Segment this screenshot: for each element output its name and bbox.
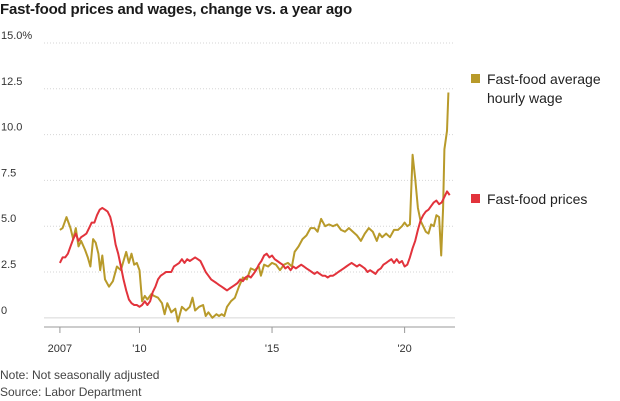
legend-swatch xyxy=(471,194,480,203)
y-tick-label: 0 xyxy=(1,305,7,317)
x-tick-label: '15 xyxy=(265,343,279,355)
y-tick-label: 15.0% xyxy=(1,30,32,42)
prices-series-line xyxy=(59,190,451,308)
y-tick-label: 5.0 xyxy=(1,213,16,225)
line-chart: 0 2.5 5.0 7.5 10.0 12.5 15.0% 2007 '10 '15 '20 Fa… xyxy=(1,30,601,355)
y-tick-label: 2.5 xyxy=(1,259,16,271)
series-lines xyxy=(59,92,451,323)
y-tick-label: 12.5 xyxy=(1,76,22,88)
y-axis-ticks: 0 2.5 5.0 7.5 10.0 12.5 15.0% xyxy=(1,30,32,317)
legend-label: hourly wage xyxy=(487,90,563,106)
x-tick-label: '10 xyxy=(132,343,146,355)
legend-label: Fast-food average xyxy=(487,71,601,87)
x-axis: 2007 '10 '15 '20 xyxy=(44,326,455,355)
y-tick-label: 7.5 xyxy=(1,167,16,179)
legend-label: Fast-food prices xyxy=(487,191,587,207)
source-text: Source: Labor Department xyxy=(0,385,142,399)
legend: Fast-food average hourly wage Fast-food pr… xyxy=(471,71,601,207)
grid-lines xyxy=(44,42,455,319)
wage-series-line xyxy=(59,92,450,323)
x-tick-label: 2007 xyxy=(48,343,72,355)
y-tick-label: 10.0 xyxy=(1,122,22,134)
chart-title: Fast-food prices and wages, change vs. a… xyxy=(0,1,352,18)
legend-swatch xyxy=(471,74,480,83)
note-text: Note: Not seasonally adjusted xyxy=(0,368,160,382)
x-tick-label: '20 xyxy=(397,343,411,355)
